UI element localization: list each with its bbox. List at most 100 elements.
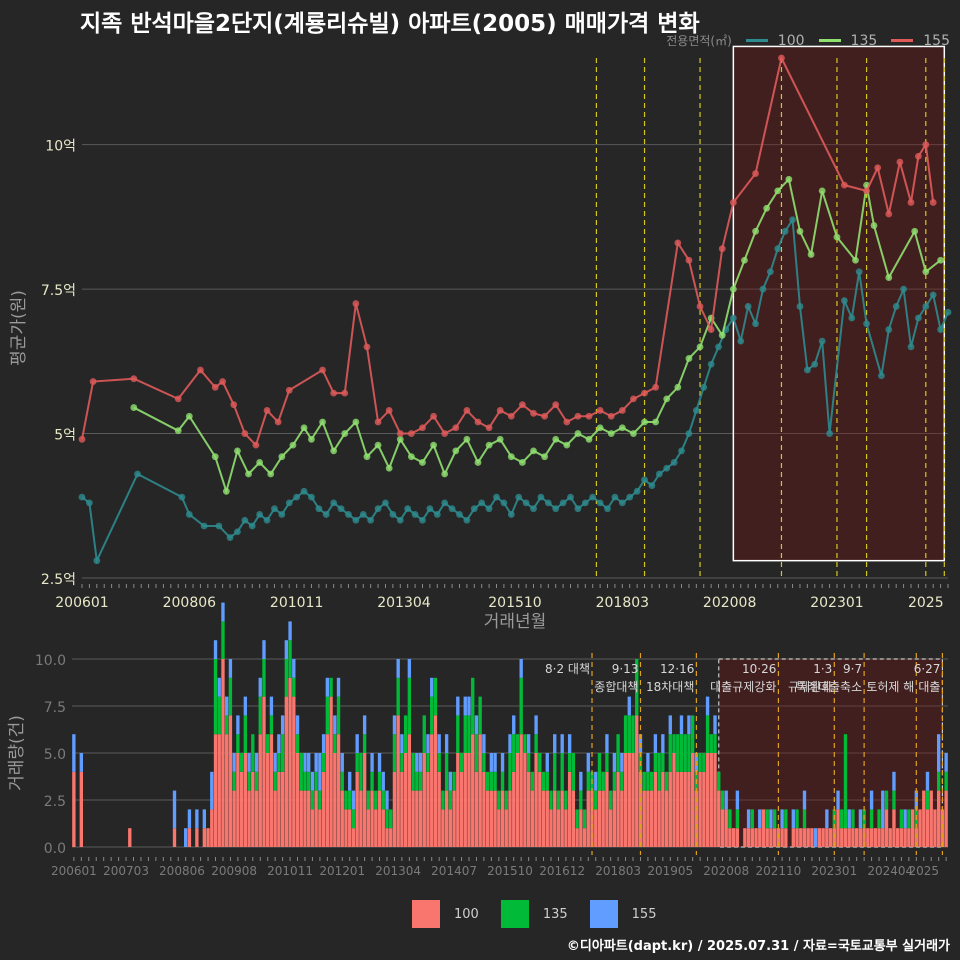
bottom-x-tick-label-9: 201612 bbox=[539, 864, 585, 878]
policy-label-date-3: 10·26 bbox=[742, 662, 776, 676]
volume-bar-155 bbox=[612, 753, 617, 772]
legend-swatch-155 bbox=[891, 39, 914, 42]
data-point-135 bbox=[319, 418, 326, 426]
volume-bar-100 bbox=[690, 753, 695, 847]
volume-bar-100 bbox=[411, 790, 415, 847]
volume-bar-100 bbox=[262, 696, 266, 847]
volume-bar-135 bbox=[426, 753, 430, 772]
data-point-155 bbox=[718, 245, 726, 253]
volume-bar-135 bbox=[456, 715, 460, 753]
volume-bar-155 bbox=[605, 734, 609, 753]
volume-bar-155 bbox=[228, 659, 233, 678]
volume-bar-100 bbox=[571, 790, 576, 847]
volume-bar-100 bbox=[567, 771, 572, 847]
volume-bar-100 bbox=[888, 828, 892, 847]
bottom-y-tick-label-0: 0.0 bbox=[44, 841, 66, 857]
data-point-100 bbox=[900, 285, 907, 293]
volume-bar-100 bbox=[635, 715, 639, 847]
volume-bar-135 bbox=[717, 771, 721, 791]
bottom-x-tick-label-13: 202110 bbox=[755, 864, 801, 878]
data-point-135 bbox=[441, 470, 449, 478]
volume-bar-135 bbox=[493, 771, 497, 791]
volume-bar-100 bbox=[791, 828, 795, 847]
volume-bar-100 bbox=[661, 771, 665, 847]
data-point-100 bbox=[200, 522, 208, 530]
volume-bar-155 bbox=[187, 809, 192, 829]
data-point-100 bbox=[330, 499, 338, 507]
data-point-135 bbox=[718, 331, 726, 339]
volume-bar-100 bbox=[676, 771, 680, 847]
data-point-155 bbox=[674, 239, 682, 247]
data-point-155 bbox=[211, 383, 219, 391]
data-point-135 bbox=[807, 251, 815, 258]
volume-bar-100 bbox=[128, 828, 132, 847]
volume-bar-155 bbox=[225, 696, 229, 716]
data-point-155 bbox=[252, 441, 260, 449]
volume-bar-100 bbox=[217, 734, 221, 847]
volume-bar-135 bbox=[452, 771, 456, 791]
data-point-135 bbox=[796, 227, 804, 235]
volume-bar-100 bbox=[687, 771, 691, 847]
volume-bar-155 bbox=[668, 715, 672, 735]
volume-bar-100 bbox=[202, 828, 207, 847]
volume-bar-100 bbox=[344, 809, 348, 847]
volume-bar-135 bbox=[262, 659, 266, 697]
volume-bar-100 bbox=[821, 828, 825, 847]
volume-bar-155 bbox=[210, 771, 214, 810]
data-point-155 bbox=[197, 366, 204, 374]
volume-bar-155 bbox=[526, 734, 531, 753]
data-point-155 bbox=[78, 435, 86, 443]
volume-bar-155 bbox=[221, 602, 225, 622]
data-point-100 bbox=[633, 487, 641, 495]
volume-bar-100 bbox=[828, 828, 833, 847]
data-point-155 bbox=[430, 412, 437, 420]
top-y-axis-title: 평균가(원) bbox=[9, 290, 29, 366]
data-point-155 bbox=[419, 424, 426, 432]
volume-bar-135 bbox=[403, 715, 408, 753]
volume-bar-135 bbox=[474, 734, 479, 772]
volume-bar-100 bbox=[944, 790, 948, 847]
bottom-x-tick-label-12: 202008 bbox=[703, 864, 749, 878]
bottom-legend-item-155: 155 bbox=[589, 900, 656, 928]
volume-bar-100 bbox=[620, 790, 624, 847]
volume-bar-155 bbox=[426, 734, 430, 753]
volume-bar-135 bbox=[385, 809, 389, 829]
volume-bar-135 bbox=[594, 790, 598, 810]
volume-bar-100 bbox=[761, 809, 766, 847]
volume-bar-135 bbox=[802, 809, 807, 829]
volume-bar-135 bbox=[541, 771, 546, 791]
data-point-100 bbox=[367, 516, 375, 524]
data-point-135 bbox=[452, 447, 460, 455]
volume-bar-135 bbox=[869, 809, 874, 829]
volume-bar-155 bbox=[620, 753, 624, 772]
volume-bar-135 bbox=[318, 790, 322, 810]
volume-bar-135 bbox=[698, 753, 702, 772]
data-point-100 bbox=[618, 499, 626, 507]
data-point-100 bbox=[914, 314, 922, 322]
volume-bar-135 bbox=[396, 677, 400, 716]
volume-bar-155 bbox=[482, 734, 486, 753]
data-point-155 bbox=[496, 407, 504, 414]
volume-bar-100 bbox=[396, 715, 400, 847]
volume-bar-155 bbox=[456, 696, 460, 716]
data-point-100 bbox=[552, 505, 560, 513]
data-point-100 bbox=[715, 343, 722, 351]
volume-bar-135 bbox=[646, 771, 650, 791]
data-point-135 bbox=[630, 430, 637, 437]
data-point-100 bbox=[485, 505, 493, 513]
volume-bar-155 bbox=[713, 715, 717, 735]
data-point-100 bbox=[700, 383, 708, 391]
volume-bar-155 bbox=[586, 753, 590, 772]
volume-bar-155 bbox=[202, 809, 207, 829]
top-x-tick-label-0: 200601 bbox=[55, 595, 108, 611]
data-point-155 bbox=[707, 326, 715, 333]
legend-swatch-135 bbox=[818, 39, 841, 42]
data-point-100 bbox=[559, 499, 567, 507]
data-point-155 bbox=[507, 412, 515, 420]
volume-bar-100 bbox=[392, 771, 397, 847]
policy-label-date-7: 6·27 bbox=[914, 662, 941, 676]
volume-bar-155 bbox=[802, 790, 807, 810]
data-point-135 bbox=[833, 233, 841, 241]
volume-bar-100 bbox=[452, 790, 456, 847]
